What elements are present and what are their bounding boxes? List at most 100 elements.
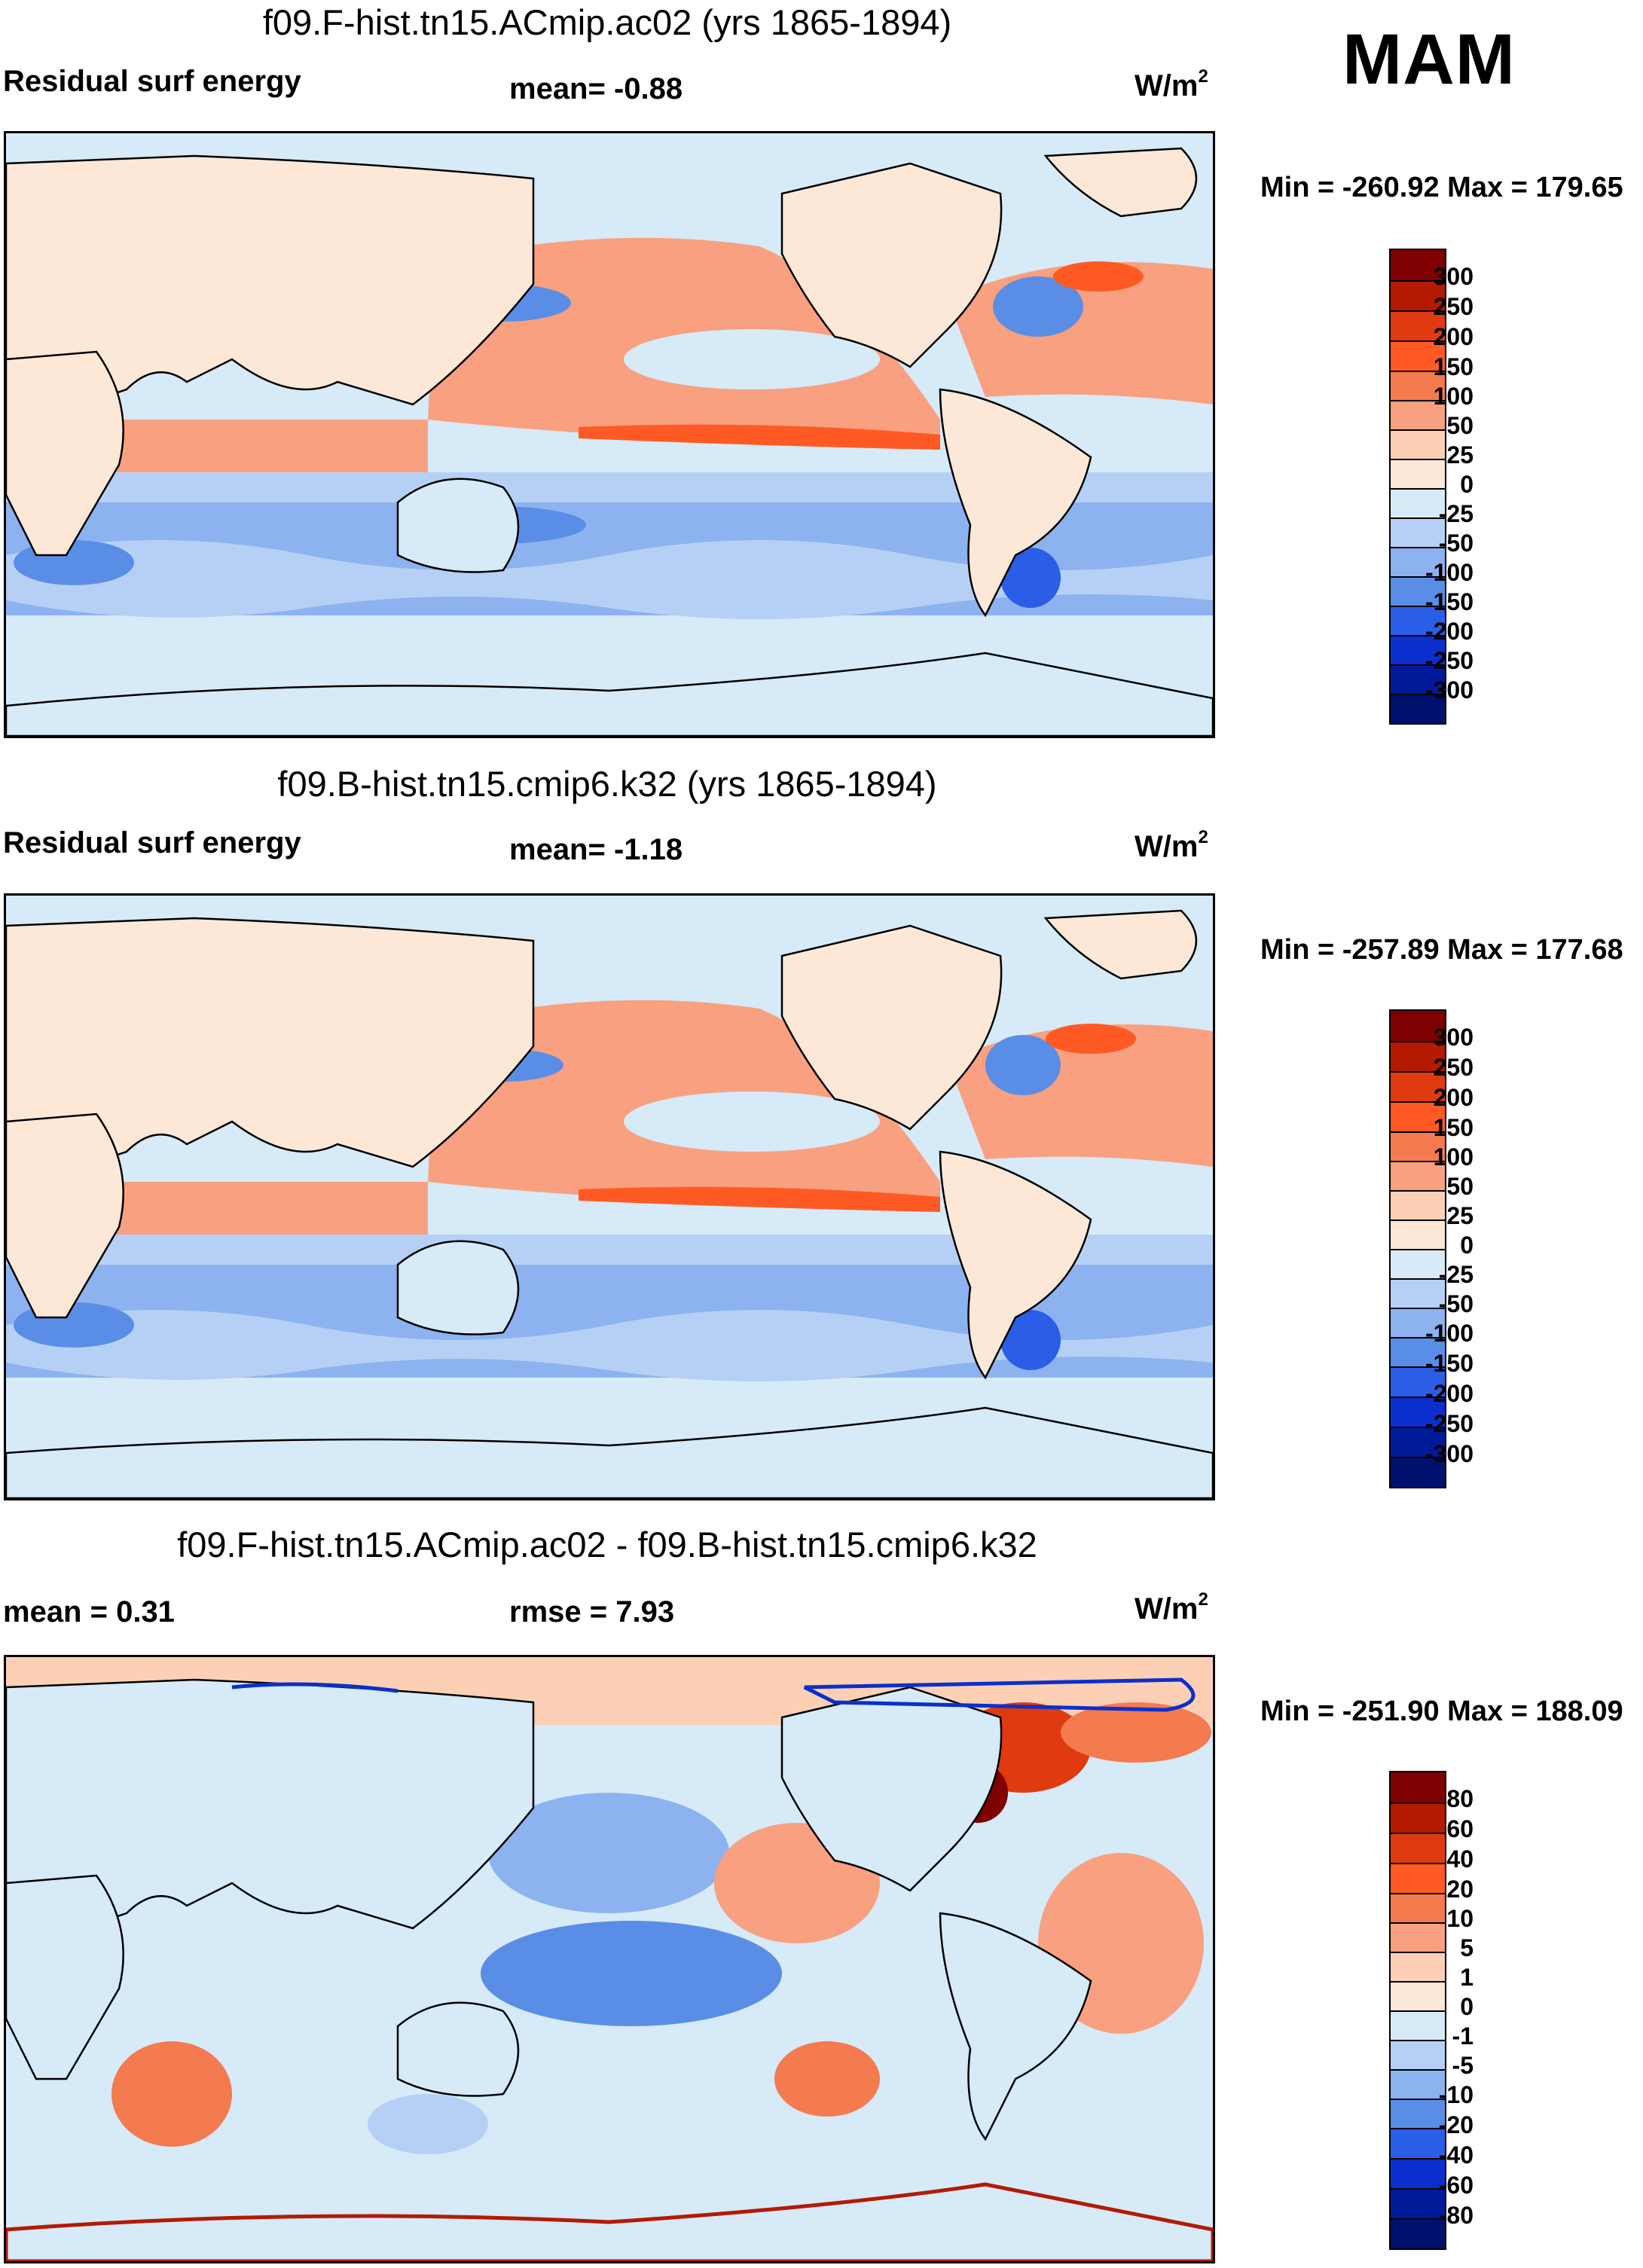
season-label: MAM: [1342, 20, 1516, 99]
panel-2-colorbar-cell: [1391, 1457, 1445, 1487]
panel-1-gulfstream-cool: [993, 276, 1083, 337]
panel-1-colorbar-tick: -200: [1425, 618, 1474, 645]
panel-2-band-south-3: [6, 1310, 1213, 1381]
panel-1-colorbar-cell: [1391, 547, 1445, 576]
panel-2-map-svg: [6, 896, 1213, 1498]
panel-2-colorbar-tick: 25: [1446, 1202, 1474, 1229]
panel-3-colorbar-tick: 5: [1460, 1934, 1474, 1961]
panel-1-north-america: [780, 162, 1003, 368]
panel-2-title: f09.B-hist.tn15.cmip6.k32 (yrs 1865-1894…: [277, 764, 937, 804]
panel-3-antarctica: [6, 2182, 1213, 2261]
panel-3-colorbar-tick: 40: [1446, 1845, 1474, 1873]
panel-1-colorbar-cell: [1391, 429, 1445, 459]
panel-3-mean-label: mean = 0.31: [3, 1595, 175, 1629]
panel-1-colorbar-cell: [1391, 371, 1445, 400]
panel-2-colorbar-cell: [1391, 1427, 1445, 1457]
panel-1-south-america: [939, 388, 1092, 618]
panel-3-colorbar-tick: -10: [1438, 2081, 1474, 2108]
panel-2-colorbar-cell: [1391, 1249, 1445, 1278]
panel-2-mean-label: mean= -1.18: [509, 833, 683, 866]
panel-1-colorbar-cell: [1391, 517, 1445, 547]
panel-2-colorbar-tick: 150: [1433, 1114, 1474, 1141]
panel-3-colorbar-cell: [1391, 1952, 1445, 1981]
panel-2-colorbar-cell: [1391, 1071, 1445, 1101]
panel-3-colorbar: [1389, 1771, 1446, 2250]
panel-1-atlantic-hot: [1053, 261, 1144, 292]
panel-1-colorbar-cell: [1391, 400, 1445, 429]
panel-1-map-svg: [6, 133, 1213, 736]
panel-1-africa: [6, 350, 124, 557]
panel-1-colorbar-cell: [1391, 694, 1445, 723]
panel-3-units: W/m2: [1135, 1589, 1208, 1626]
panel-2-minmax: Min = -257.89 Max = 177.68: [1260, 934, 1623, 966]
panel-1-colorbar-cell: [1391, 606, 1445, 635]
panel-3-arctic-coast-edge: [803, 1677, 1196, 1712]
panel-1-pacific-cool: [624, 329, 880, 389]
panel-3-colorbar-tick: -60: [1438, 2172, 1474, 2199]
panel-2-colorbar-cell: [1391, 1278, 1445, 1308]
panel-2-colorbar-cell: [1391, 1190, 1445, 1219]
panel-3-north-america: [780, 1686, 1003, 1892]
panel-1-colorbar-cell: [1391, 488, 1445, 517]
panel-1-colorbar-tick: -250: [1425, 647, 1474, 674]
panel-1-colorbar-cell: [1391, 340, 1445, 371]
panel-2-colorbar-tick: 0: [1460, 1232, 1474, 1259]
panel-1-colorbar-cell: [1391, 310, 1445, 340]
panel-2-colorbar-cell: [1391, 1219, 1445, 1249]
panel-3-colorbar-cell: [1391, 2010, 1445, 2040]
panel-2-colorbar-tick: 250: [1433, 1054, 1474, 1081]
panel-1-mean-label: mean= -0.88: [509, 72, 683, 105]
panel-1-equator-warm: [579, 424, 940, 450]
panel-3-colorbar-tick: 0: [1460, 1993, 1474, 2020]
panel-1-colorbar-cell: [1391, 576, 1445, 606]
panel-3-colorbar-cell: [1391, 2099, 1445, 2128]
panel-3-colorbar-cell: [1391, 2188, 1445, 2218]
panel-3-arctic-coast-edge-west: [231, 1682, 399, 1693]
panel-2-africa: [6, 1113, 124, 1319]
panel-3-south-pacific-warm: [774, 2041, 880, 2117]
panel-3-southern-cool: [368, 2094, 488, 2154]
panel-3-indian-warm: [111, 2041, 232, 2147]
panel-3-colorbar-cell: [1391, 2158, 1445, 2188]
panel-2-gulfstream-cool: [985, 1035, 1061, 1095]
panel-2-colorbar-cell: [1391, 1366, 1445, 1397]
panel-1-colorbar-tick: -300: [1425, 676, 1474, 704]
panel-3-colorbar-cell: [1391, 1893, 1445, 1922]
panel-3-colorbar-cell: [1391, 1772, 1445, 1802]
panel-2-colorbar-tick: -200: [1425, 1380, 1474, 1407]
panel-2-colorbar: [1389, 1009, 1446, 1488]
panel-1-colorbar-cell: [1391, 664, 1445, 694]
panel-3-pacific-cool: [488, 1793, 729, 1913]
panel-1-colorbar-tick: 300: [1433, 263, 1474, 290]
panel-1-greenland: [1043, 147, 1198, 218]
panel-3-colorbar-tick: -20: [1438, 2111, 1474, 2138]
panel-3-colorbar-cell: [1391, 1833, 1445, 1863]
panel-1-neg-patch-2: [1000, 548, 1061, 608]
panel-1-map: [4, 131, 1215, 738]
panel-1-colorbar-tick: 200: [1433, 323, 1474, 350]
panel-2-units: W/m2: [1135, 827, 1208, 864]
panel-3-warm-pool-cool: [481, 1921, 782, 2026]
panel-2-equator-warm: [579, 1186, 940, 1212]
panel-1-colorbar-cell: [1391, 280, 1445, 310]
panel-2-colorbar-tick: 50: [1446, 1173, 1474, 1200]
panel-2-colorbar-tick: -50: [1438, 1290, 1474, 1317]
panel-1-antarctica: [6, 652, 1213, 736]
panel-1-variable-label: Residual surf energy: [3, 65, 301, 98]
panel-3-colorbar-cell: [1391, 1981, 1445, 2010]
panel-2-colorbar-tick: -150: [1425, 1350, 1474, 1377]
panel-2-colorbar-tick: -300: [1425, 1440, 1474, 1467]
panel-3-map-svg: [6, 1657, 1213, 2261]
panel-3-colorbar-tick: -40: [1438, 2141, 1474, 2169]
panel-2-atlantic-hot: [1046, 1024, 1136, 1054]
panel-1-colorbar-tick: 50: [1446, 412, 1474, 439]
panel-1-colorbar-cell: [1391, 635, 1445, 664]
panel-3-australia: [396, 2001, 520, 2097]
panel-2-colorbar-cell: [1391, 1161, 1445, 1190]
panel-3-colorbar-tick: 80: [1446, 1785, 1474, 1812]
panel-3-africa: [6, 1874, 124, 2080]
panel-3-colorbar-cell: [1391, 1863, 1445, 1893]
panel-1-colorbar-cell: [1391, 459, 1445, 488]
panel-3-norwegian-warm: [1061, 1702, 1211, 1763]
panel-2-colorbar-cell: [1391, 1041, 1445, 1071]
